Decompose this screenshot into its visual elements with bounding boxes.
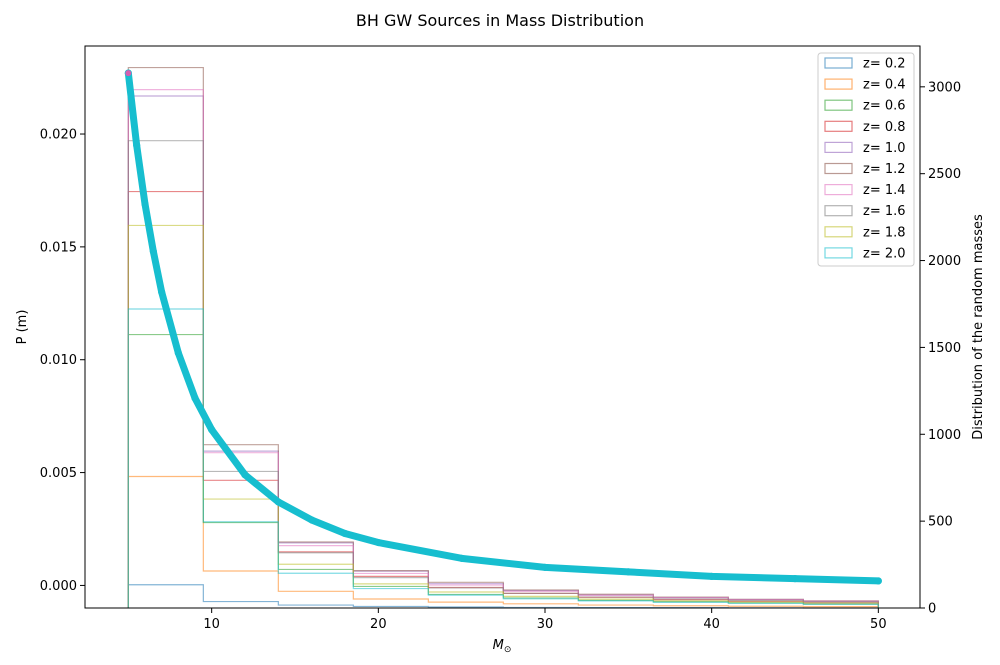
legend-swatch-0 bbox=[824, 57, 853, 69]
legend-swatch-4 bbox=[824, 141, 853, 153]
y-axis-right: 0 500 1000 1500 2000 2500 3000 bbox=[920, 80, 961, 617]
pdf-curve-point bbox=[191, 394, 199, 402]
pdf-curve-point bbox=[374, 538, 382, 547]
pdf-curve-point bbox=[241, 471, 249, 479]
legend-label-5: z= 1.2 bbox=[863, 162, 906, 177]
y-right-tick-label: 1500 bbox=[928, 341, 961, 356]
legend-swatch-3 bbox=[824, 120, 853, 132]
pdf-curve-layer bbox=[124, 69, 882, 585]
pdf-curve-point bbox=[624, 568, 632, 576]
pdf-curve-point bbox=[541, 563, 549, 571]
histogram-series-1 bbox=[127, 475, 879, 608]
histogram-layer bbox=[127, 66, 879, 609]
pdf-curve-point bbox=[158, 288, 166, 296]
y-right-tick-label: 2500 bbox=[928, 167, 961, 182]
histogram-series-4 bbox=[127, 95, 879, 608]
x-axis-label: M⊙ bbox=[493, 638, 512, 655]
x-tick-label: 40 bbox=[703, 617, 720, 632]
y-left-tick-label: 0.015 bbox=[40, 240, 77, 255]
histogram-series-9 bbox=[127, 308, 879, 608]
pdf-curve-point bbox=[141, 200, 149, 208]
legend-label-7: z= 1.6 bbox=[863, 204, 906, 219]
legend-label-1: z= 0.4 bbox=[863, 78, 906, 93]
histogram-series-6 bbox=[127, 89, 879, 608]
y-left-tick-label: 0.000 bbox=[40, 579, 77, 594]
histogram-series-5 bbox=[127, 66, 879, 608]
chart-title: BH GW Sources in Mass Distribution bbox=[356, 11, 644, 30]
pdf-curve-point bbox=[174, 349, 182, 357]
histogram-series-7 bbox=[127, 140, 879, 608]
x-tick-label: 20 bbox=[370, 617, 387, 632]
legend-swatch-5 bbox=[824, 162, 853, 175]
legend-swatch-8 bbox=[824, 226, 853, 238]
pdf-curve-point bbox=[874, 577, 882, 585]
legend: z= 0.2 z= 0.4 z= 0.6 z= 0.8 z= 1.0 z= 1.2 z= 1… bbox=[817, 52, 915, 267]
plot-frame bbox=[84, 45, 921, 609]
histogram-series-8 bbox=[127, 224, 879, 608]
pdf-curve-point bbox=[274, 498, 282, 506]
pdf-curve-point bbox=[308, 516, 316, 524]
x-tick-label: 10 bbox=[203, 617, 220, 632]
x-axis: 10 20 30 40 50 bbox=[203, 608, 887, 632]
y-axis-left: 0.000 0.005 0.010 0.015 0.020 bbox=[40, 128, 85, 594]
pdf-curve-line bbox=[124, 69, 882, 585]
pdf-curve-point bbox=[341, 529, 349, 538]
y-right-tick-label: 500 bbox=[928, 515, 953, 530]
y-left-tick-label: 0.005 bbox=[40, 466, 77, 481]
x-axis-label-subscript: ⊙ bbox=[504, 645, 512, 655]
pdf-curve-point bbox=[208, 426, 216, 434]
legend-swatch-6 bbox=[824, 184, 853, 196]
y-left-tick-label: 0.010 bbox=[40, 353, 77, 368]
legend-label-9: z= 2.0 bbox=[863, 246, 906, 261]
pdf-curve-point bbox=[708, 572, 716, 581]
legend-label-4: z= 1.0 bbox=[863, 141, 906, 156]
x-tick-label: 30 bbox=[537, 617, 554, 632]
histogram-series-3 bbox=[127, 190, 879, 608]
legend-label-2: z= 0.6 bbox=[863, 99, 906, 114]
legend-label-8: z= 1.8 bbox=[863, 225, 906, 240]
legend-swatch-7 bbox=[824, 205, 853, 217]
x-tick-label: 50 bbox=[870, 617, 887, 632]
legend-label-3: z= 0.8 bbox=[863, 120, 906, 135]
legend-swatch-1 bbox=[824, 78, 853, 90]
legend-swatch-2 bbox=[824, 99, 853, 111]
pdf-curve-start-point bbox=[125, 70, 132, 77]
y-right-tick-label: 1000 bbox=[928, 428, 961, 443]
y-axis-right-label: Distribution of the random masses bbox=[971, 214, 986, 440]
y-left-tick-label: 0.020 bbox=[40, 128, 77, 143]
pdf-curve-point bbox=[149, 247, 157, 255]
legend-label-0: z= 0.2 bbox=[863, 57, 906, 72]
pdf-curve-point bbox=[458, 554, 466, 562]
y-right-tick-label: 3000 bbox=[928, 80, 961, 95]
legend-swatch-9 bbox=[824, 247, 853, 259]
y-right-tick-label: 2000 bbox=[928, 254, 961, 269]
legend-label-6: z= 1.4 bbox=[863, 183, 906, 198]
y-axis-left-label: P (m) bbox=[15, 310, 30, 345]
pdf-curve-point bbox=[791, 575, 799, 583]
legend-frame bbox=[817, 52, 915, 267]
y-right-tick-label: 0 bbox=[928, 602, 936, 617]
pdf-curve-point bbox=[133, 141, 141, 149]
